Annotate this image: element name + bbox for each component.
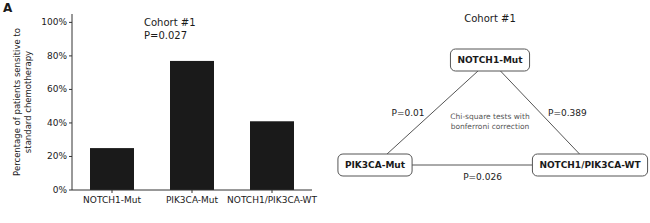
bars — [90, 61, 294, 190]
y-tick-label: 20% — [47, 151, 67, 161]
y-axis — [72, 14, 73, 190]
annotation: Cohort #1 — [144, 17, 196, 28]
text-line: bonferroni correction — [451, 122, 530, 131]
panel-label: A — [3, 1, 13, 15]
bar — [170, 61, 214, 190]
x-tick — [272, 190, 273, 193]
text-line: Chi-square tests with — [450, 112, 530, 121]
node-box — [338, 154, 412, 176]
x-tick-label: NOTCH1/PIK3CA-WT — [227, 195, 317, 205]
bar — [90, 148, 134, 190]
diagram-node: NOTCH1/PIK3CA-WT — [532, 154, 647, 176]
x-tick-label: NOTCH1-Mut — [83, 195, 141, 205]
y-tick-label: 100% — [41, 17, 67, 27]
node-label: NOTCH1-Mut — [457, 55, 523, 65]
y-axis-label: Percentage of patients sensitive tostand… — [11, 28, 32, 176]
x-tick-label: PIK3CA-Mut — [166, 195, 219, 205]
y-tick-label: 60% — [47, 84, 67, 94]
chart: A 0% 20% 40% 60% 80% 100% NOTCH1-Mut PIK3CA-Mut N… — [0, 0, 650, 223]
node-label: PIK3CA-Mut — [345, 160, 406, 170]
bar — [250, 121, 294, 190]
edge-label: P=0.01 — [391, 108, 424, 118]
y-tick-label: 40% — [47, 118, 67, 128]
y-tick-label: 80% — [47, 51, 67, 61]
node-box — [450, 49, 529, 71]
x-tick — [112, 190, 113, 193]
diagram-title: Cohort #1 — [464, 13, 516, 24]
node-label: NOTCH1/PIK3CA-WT — [539, 160, 641, 170]
text-line: Percentage of patients sensitive to — [11, 28, 21, 176]
diagram-node: PIK3CA-Mut — [338, 154, 412, 176]
y-tick-label: 0% — [53, 185, 68, 195]
x-tick — [192, 190, 193, 193]
node-box — [532, 154, 647, 176]
edge-label: P=0.389 — [548, 108, 587, 118]
diagram-note: Chi-square tests withbonferroni correcti… — [450, 112, 530, 131]
text-line: standard chemotherapy — [22, 51, 32, 153]
diagram-node: NOTCH1-Mut — [450, 49, 529, 71]
edge-label: P=0.026 — [463, 172, 502, 182]
annotation: P=0.027 — [144, 30, 187, 41]
